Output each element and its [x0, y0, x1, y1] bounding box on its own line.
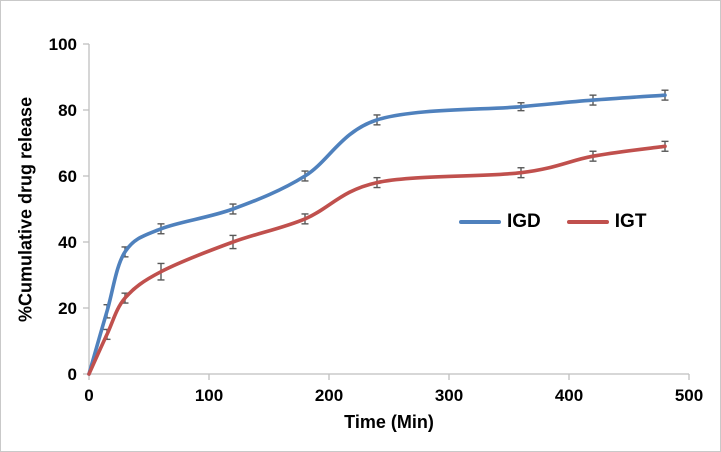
svg-text:300: 300 [435, 386, 463, 405]
svg-text:100: 100 [195, 386, 223, 405]
y-axis-title: %Cumulative drug release [15, 96, 36, 322]
svg-text:0: 0 [68, 365, 77, 384]
legend-label: IGT [614, 211, 647, 232]
legend-line-swatch [459, 220, 501, 224]
svg-text:500: 500 [675, 386, 703, 405]
svg-text:60: 60 [58, 167, 77, 186]
x-axis-title: Time (Min) [344, 412, 434, 432]
svg-text:400: 400 [555, 386, 583, 405]
svg-text:100: 100 [49, 35, 77, 54]
svg-text:80: 80 [58, 101, 77, 120]
svg-text:40: 40 [58, 233, 77, 252]
svg-text:200: 200 [315, 386, 343, 405]
legend-item-igt: IGT [566, 211, 647, 233]
svg-text:0: 0 [84, 386, 93, 405]
legend-label: IGD [507, 211, 541, 232]
legend: IGD IGT [459, 211, 646, 233]
legend-line-swatch [566, 220, 609, 224]
svg-text:20: 20 [58, 299, 77, 318]
legend-item-igd: IGD [459, 211, 541, 233]
